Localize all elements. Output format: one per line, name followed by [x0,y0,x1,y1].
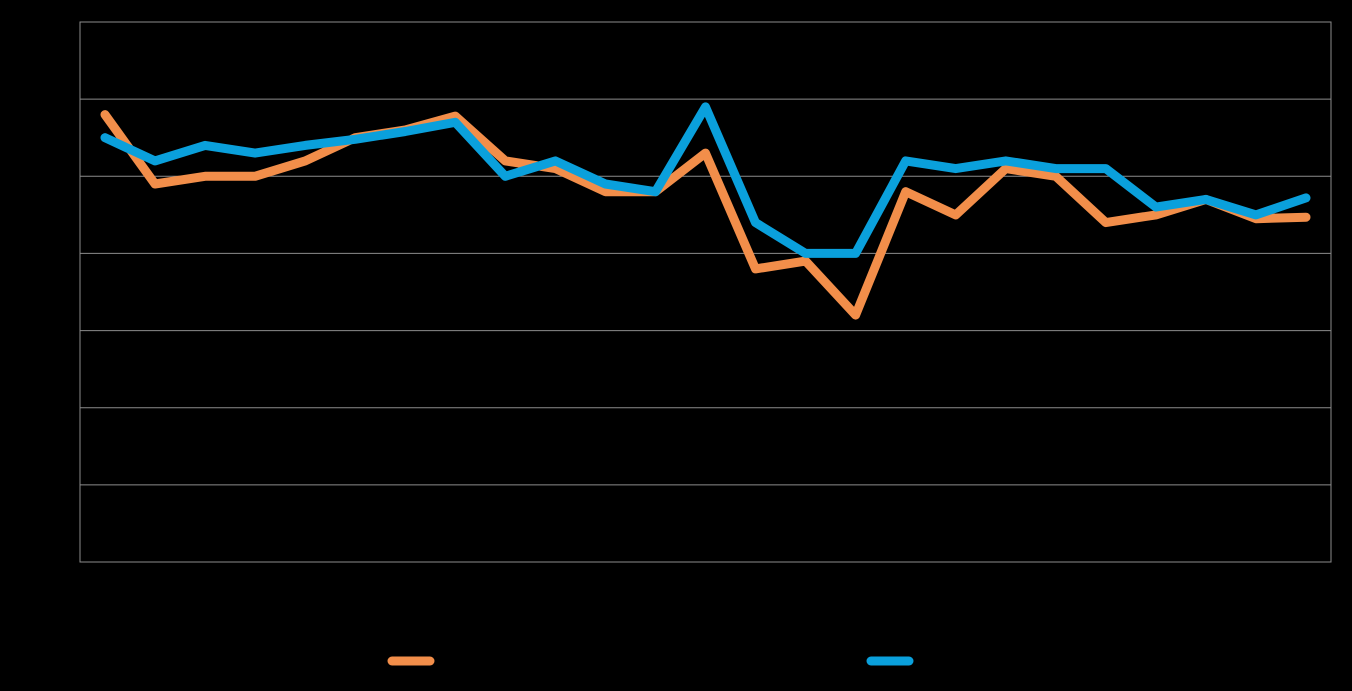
plot-area-border [79,21,1332,563]
series-lines [100,102,1311,320]
series-line-2 [100,102,1311,258]
gridlines [80,98,1331,486]
series-line-1 [100,110,1311,320]
